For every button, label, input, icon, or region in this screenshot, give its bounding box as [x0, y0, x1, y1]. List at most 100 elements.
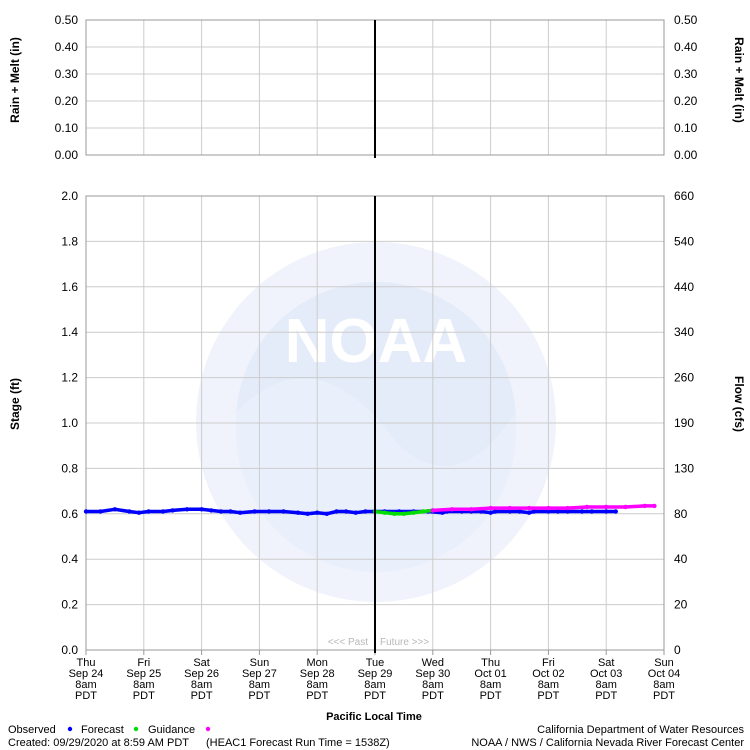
series-point-observed — [170, 508, 175, 513]
agency-line-2: NOAA / NWS / California Nevada River For… — [471, 737, 744, 749]
series-point-observed — [604, 509, 609, 514]
flow-tick-label: 440 — [674, 280, 694, 294]
precip-left-axis-label: Rain + Melt (in) — [8, 37, 22, 123]
x-tick-label: Sep 28 — [300, 668, 335, 680]
x-tick-label: Sep 29 — [358, 668, 393, 680]
series-point-forecast — [652, 503, 657, 509]
series-point-observed — [160, 509, 166, 514]
x-tick-label: 8am — [653, 679, 674, 691]
x-tick-label: Sep 30 — [415, 668, 450, 680]
flow-tick-label: 190 — [674, 416, 694, 430]
x-tick-label: Fri — [137, 657, 150, 669]
series-point-forecast — [488, 505, 493, 511]
x-tick-label: Wed — [422, 657, 444, 669]
series-layer — [83, 503, 657, 516]
precip-left-tick-label: 0.50 — [55, 13, 79, 27]
x-tick-label: 8am — [306, 679, 327, 691]
flow-tick-label: 130 — [674, 461, 694, 475]
flow-tick-label: 80 — [674, 507, 688, 521]
run-info-text: (HEAC1 Forecast Run Time = 1538Z) — [206, 737, 390, 749]
series-point-observed — [83, 509, 89, 514]
x-tick-label: PDT — [537, 690, 559, 702]
precip-left-tick-label: 0.00 — [55, 148, 79, 162]
series-point-observed — [281, 509, 286, 514]
x-tick-label: 8am — [595, 679, 616, 691]
precip-right-tick-label: 0.30 — [674, 67, 698, 81]
series-point-observed — [589, 509, 594, 514]
series-point-observed — [334, 509, 339, 514]
series-point-observed — [353, 510, 358, 515]
x-tick-label: PDT — [422, 690, 444, 702]
x-tick-label: 8am — [538, 679, 559, 691]
series-point-forecast — [565, 505, 570, 511]
series-point-observed — [305, 511, 310, 516]
flow-tick-label: 20 — [674, 598, 688, 612]
series-point-forecast — [507, 505, 513, 511]
x-tick-label: PDT — [133, 690, 155, 702]
precip-grid: 0.00 0.00 0.10 0.10 0.20 0.20 0.30 0.30 0.40 0.40… — [55, 13, 698, 162]
x-tick-label: PDT — [248, 690, 270, 702]
series-point-observed — [146, 509, 151, 514]
x-tick-label: Sat — [598, 657, 615, 669]
stage-grid: 0.0 0 0.2 20 0.4 40 0.6 80 0.8 130 1.0 190 1.2 260 1.4… — [61, 189, 694, 702]
stage-tick-label: 0.8 — [61, 461, 78, 475]
series-point-forecast — [469, 507, 474, 512]
x-tick-label: PDT — [653, 690, 675, 702]
series-point-forecast — [546, 505, 551, 511]
series-point-forecast — [584, 504, 590, 510]
series-point-observed — [184, 507, 190, 512]
x-tick-label: Mon — [306, 657, 327, 669]
legend-guidance-dot — [205, 726, 211, 732]
x-tick-label: PDT — [364, 690, 386, 702]
flow-axis-label: Flow (cfs) — [732, 376, 746, 432]
precip-left-tick-label: 0.20 — [55, 94, 79, 108]
flow-tick-label: 260 — [674, 371, 694, 385]
stage-tick-label: 0.2 — [61, 598, 78, 612]
precip-left-tick-label: 0.10 — [55, 121, 79, 135]
series-point-observed — [209, 508, 214, 513]
precip-right-tick-label: 0.10 — [674, 121, 698, 135]
x-tick-label: 8am — [364, 679, 385, 691]
precip-right-tick-label: 0.40 — [674, 40, 698, 54]
x-tick-label: Sep 24 — [69, 668, 104, 680]
legend-forecast-dot — [133, 726, 139, 732]
series-point-observed — [526, 510, 532, 515]
x-tick-label: 8am — [480, 679, 501, 691]
series-point-observed — [252, 509, 257, 514]
x-tick-label: PDT — [191, 690, 213, 702]
x-tick-label: PDT — [306, 690, 328, 702]
series-point-observed — [136, 510, 142, 515]
x-tick-label: Oct 02 — [532, 668, 564, 680]
agency-line-1: California Department of Water Resources — [537, 724, 744, 736]
x-tick-label: Thu — [77, 657, 96, 669]
series-point-observed — [488, 510, 493, 515]
series-point-observed — [324, 511, 329, 516]
series-point-observed — [237, 510, 243, 515]
stage-tick-label: 0.6 — [61, 507, 78, 521]
series-point-observed — [493, 509, 498, 514]
legend: Observed Forecast Guidance — [8, 724, 211, 736]
past-label: <<< Past — [328, 637, 369, 648]
x-tick-label: 8am — [422, 679, 443, 691]
stage-tick-label: 1.2 — [61, 371, 78, 385]
legend-observed-dot — [67, 726, 73, 732]
x-tick-label: PDT — [480, 690, 502, 702]
series-point-guidance — [382, 510, 387, 515]
x-tick-label: Fri — [542, 657, 555, 669]
series-point-observed — [507, 509, 513, 514]
series-point-observed — [218, 509, 224, 514]
x-tick-label: 8am — [249, 679, 270, 691]
precip-right-tick-label: 0.20 — [674, 94, 698, 108]
x-tick-label: Oct 04 — [648, 668, 680, 680]
x-tick-label: Oct 01 — [474, 668, 506, 680]
series-point-observed — [363, 509, 368, 514]
series-point-observed — [343, 509, 349, 514]
series-point-observed — [531, 509, 537, 514]
precip-left-tick-label: 0.40 — [55, 40, 79, 54]
series-point-observed — [565, 509, 570, 514]
x-tick-label: PDT — [75, 690, 97, 702]
future-label: Future >>> — [380, 637, 429, 648]
series-point-forecast — [449, 507, 455, 512]
stage-axis-label: Stage (ft) — [8, 378, 22, 430]
